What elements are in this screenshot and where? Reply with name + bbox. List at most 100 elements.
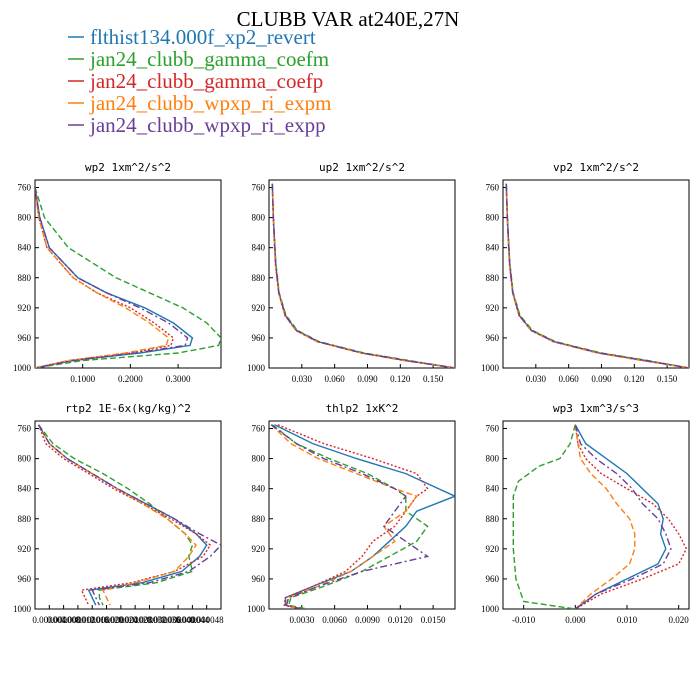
series-line-1 <box>505 183 689 368</box>
series-line-3 <box>35 187 170 368</box>
x-tick-label: 0.000020 <box>90 615 124 625</box>
x-tick-label: 0.0060 <box>322 615 347 625</box>
y-tick-label: 840 <box>18 243 32 253</box>
y-tick-label: 960 <box>252 333 266 343</box>
x-tick-label: 0.000032 <box>133 615 167 625</box>
series-line-0 <box>35 187 194 368</box>
y-tick-label: 880 <box>252 514 266 524</box>
x-tick-label: 0.020 <box>669 615 690 625</box>
y-tick-label: 920 <box>252 544 266 554</box>
x-tick-label: 0.000012 <box>61 615 95 625</box>
y-tick-label: 760 <box>252 183 266 193</box>
series-line-4 <box>505 183 689 368</box>
y-tick-label: 880 <box>252 273 266 283</box>
x-tick-label: 0.1000 <box>70 374 95 384</box>
series-line-3 <box>505 183 689 368</box>
x-tick-label: 0.000044 <box>176 615 210 625</box>
series-line-3 <box>271 183 455 368</box>
y-tick-label: 1000 <box>13 604 32 614</box>
y-tick-label: 960 <box>18 333 32 343</box>
x-tick-label: 0.000040 <box>161 615 195 625</box>
series-line-2 <box>35 187 175 368</box>
y-tick-label: 840 <box>252 243 266 253</box>
x-tick-label: 0.3000 <box>166 374 191 384</box>
x-tick-label: 0.150 <box>423 374 444 384</box>
series-line-4 <box>271 183 455 368</box>
y-tick-label: 920 <box>18 303 32 313</box>
y-tick-label: 1000 <box>13 363 32 373</box>
series-line-1 <box>271 424 429 609</box>
x-tick-label: 0.150 <box>657 374 678 384</box>
y-tick-label: 920 <box>486 544 500 554</box>
x-tick-label: 0.000 <box>565 615 586 625</box>
legend-label: jan24_clubb_wpxp_ri_expp <box>89 113 326 137</box>
x-tick-label: 0.000028 <box>118 615 152 625</box>
y-tick-label: 1000 <box>481 363 500 373</box>
series-line-1 <box>512 424 576 609</box>
x-tick-label: 0.0150 <box>421 615 446 625</box>
panel-title: up2 1xm^2/s^2 <box>319 161 405 174</box>
x-tick-label: 0.000004 <box>32 615 66 625</box>
y-tick-label: 760 <box>252 424 266 434</box>
y-tick-label: 960 <box>252 574 266 584</box>
chart-panels: wp2 1xm^2/s^2 760 800 840 880 920 960 1000 0.100… <box>13 161 690 625</box>
y-tick-label: 840 <box>18 484 32 494</box>
x-tick-label: 0.120 <box>390 374 411 384</box>
y-tick-label: 800 <box>252 213 266 223</box>
x-tick-label: 0.000008 <box>47 615 81 625</box>
panel-title: vp2 1xm^2/s^2 <box>553 161 639 174</box>
x-tick-label: 0.000048 <box>190 615 224 625</box>
panel-title: rtp2 1E-6x(kg/kg)^2 <box>65 402 191 415</box>
y-tick-label: 880 <box>486 514 500 524</box>
legend-label: jan24_clubb_gamma_coefm <box>89 47 329 71</box>
series-line-1 <box>271 183 455 368</box>
series-line-4 <box>37 424 221 606</box>
panel-frame <box>268 420 456 610</box>
x-tick-label: 0.2000 <box>118 374 143 384</box>
panel-frame <box>34 179 222 369</box>
series-line-2 <box>505 183 689 368</box>
series-line-0 <box>574 424 667 609</box>
y-tick-label: 960 <box>486 333 500 343</box>
legend-label: jan24_clubb_gamma_coefp <box>89 69 323 93</box>
panel-3: rtp2 1E-6x(kg/kg)^2 760 800 840 880 920 960 100… <box>13 402 224 625</box>
y-tick-label: 920 <box>486 303 500 313</box>
x-tick-label: 0.000036 <box>147 615 181 625</box>
x-tick-label: 0.0120 <box>388 615 413 625</box>
y-tick-label: 1000 <box>481 604 500 614</box>
panel-title: wp2 1xm^2/s^2 <box>85 161 171 174</box>
series-line-3 <box>270 424 418 609</box>
panel-4: thlp2 1xK^2 760 800 840 880 920 960 1000 0.0030 0… <box>247 402 456 625</box>
y-tick-label: 960 <box>18 574 32 584</box>
y-tick-label: 880 <box>486 273 500 283</box>
x-tick-label: 0.060 <box>325 374 346 384</box>
y-tick-label: 960 <box>486 574 500 584</box>
y-tick-label: 880 <box>18 514 32 524</box>
x-tick-label: 0.030 <box>526 374 547 384</box>
panel-2: vp2 1xm^2/s^2 760 800 840 880 920 960 1000 0.030… <box>481 161 690 384</box>
y-tick-label: 880 <box>18 273 32 283</box>
y-tick-label: 760 <box>18 424 32 434</box>
y-tick-label: 800 <box>18 454 32 464</box>
y-tick-label: 920 <box>252 303 266 313</box>
series-line-2 <box>277 424 429 609</box>
x-tick-label: 0.120 <box>624 374 645 384</box>
y-tick-label: 800 <box>18 213 32 223</box>
panel-frame <box>502 179 690 369</box>
panel-1: up2 1xm^2/s^2 760 800 840 880 920 960 1000 0.030… <box>247 161 456 384</box>
x-tick-label: -0.010 <box>512 615 536 625</box>
x-tick-label: 0.030 <box>292 374 313 384</box>
series-line-3 <box>574 424 636 609</box>
y-tick-label: 1000 <box>247 363 266 373</box>
legend-label: flthist134.000f_xp2_revert <box>90 25 316 49</box>
panel-title: wp3 1xm^3/s^3 <box>553 402 639 415</box>
series-line-2 <box>574 424 688 609</box>
y-tick-label: 760 <box>486 183 500 193</box>
x-tick-label: 0.0090 <box>355 615 380 625</box>
x-tick-label: 0.0030 <box>289 615 314 625</box>
panel-5: wp3 1xm^3/s^3 760 800 840 880 920 960 1000 -0.01… <box>481 402 690 625</box>
x-tick-label: 0.090 <box>591 374 612 384</box>
x-tick-label: 0.060 <box>559 374 580 384</box>
series-line-1 <box>38 424 194 606</box>
